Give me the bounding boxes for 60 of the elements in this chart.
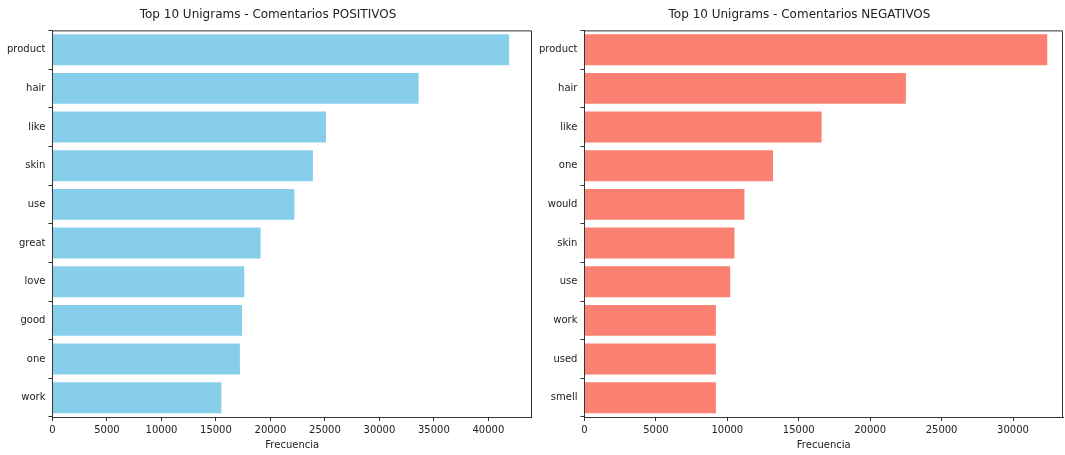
bar [584, 304, 716, 336]
y-tick-label: great [19, 236, 46, 248]
x-axis-title: Frecuencia [796, 438, 851, 450]
y-tick-label: would [547, 197, 578, 209]
x-tick-label: 35000 [418, 423, 450, 435]
x-tick-label: 40000 [472, 423, 505, 435]
bar [52, 382, 222, 414]
x-tick-label: 15000 [200, 423, 232, 435]
x-tick-label: 25000 [925, 423, 958, 435]
x-tick-label: 0 [49, 423, 56, 435]
x-tick-label: 20000 [854, 423, 887, 435]
bar [584, 150, 774, 182]
y-tick-label: like [28, 120, 46, 132]
bar [584, 343, 716, 375]
y-tick-label: one [558, 159, 578, 171]
chart-title: Top 10 Unigrams - Comentarios POSITIVOS [138, 7, 397, 22]
bar [52, 111, 327, 143]
chart-title: Top 10 Unigrams - Comentarios NEGATIVOS [667, 7, 931, 22]
y-tick-label: product [6, 43, 46, 55]
y-tick-label: hair [558, 81, 579, 93]
bar [52, 304, 243, 336]
y-tick-label: product [538, 43, 578, 55]
x-tick-label: 30000 [997, 423, 1029, 435]
y-tick-label: skin [25, 159, 46, 171]
bar [52, 266, 245, 298]
x-tick-label: 10000 [711, 423, 744, 435]
y-tick-label: work [21, 391, 46, 403]
y-tick-label: hair [26, 81, 47, 93]
bar [584, 72, 906, 104]
bar [584, 188, 745, 220]
bar [52, 343, 240, 375]
bar [52, 34, 510, 66]
bar [584, 34, 1048, 66]
bar [584, 227, 735, 259]
bar [52, 150, 313, 182]
y-tick-label: love [24, 275, 46, 287]
y-tick-label: use [27, 197, 46, 209]
x-tick-label: 15000 [782, 423, 815, 435]
x-tick-label: 10000 [145, 423, 178, 435]
y-tick-label: like [560, 120, 578, 132]
y-tick-label: good [20, 313, 46, 325]
x-tick-label: 25000 [309, 423, 341, 435]
x-tick-label: 0 [581, 423, 588, 435]
bar [584, 266, 731, 298]
x-tick-label: 30000 [363, 423, 396, 435]
y-tick-label: work [553, 313, 578, 325]
y-tick-label: one [26, 352, 46, 364]
bar [52, 72, 419, 104]
x-axis-title: Frecuencia [265, 438, 320, 450]
y-tick-label: use [559, 275, 578, 287]
y-tick-label: smell [550, 391, 578, 403]
x-tick-label: 20000 [254, 423, 287, 435]
bar [52, 188, 295, 220]
bar [584, 382, 716, 414]
x-tick-label: 5000 [94, 423, 120, 435]
bar [52, 227, 261, 259]
y-tick-label: used [553, 352, 578, 364]
y-tick-label: skin [557, 236, 578, 248]
bar [584, 111, 822, 143]
x-tick-label: 5000 [643, 423, 669, 435]
